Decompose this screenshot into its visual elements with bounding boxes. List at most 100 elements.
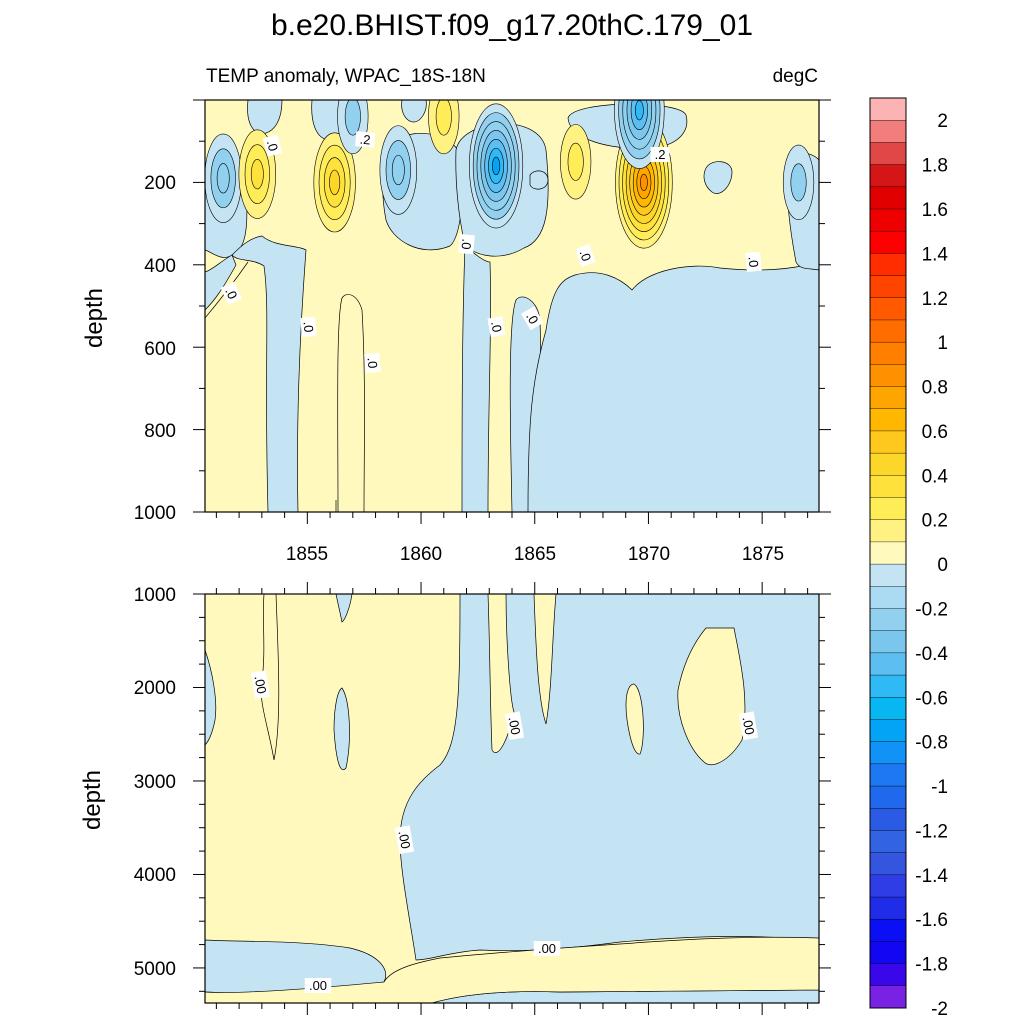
lower-ytick-4000: 4000 xyxy=(134,865,176,886)
lower-clabel-2-bg xyxy=(504,711,525,741)
lower-clabel-6-bg xyxy=(304,978,332,993)
colorbar-label: 0.2 xyxy=(922,511,948,532)
upper-clabel-4: .0 xyxy=(458,234,475,255)
lower-pos-column-a xyxy=(487,594,515,753)
upper-clabel-10: .0 xyxy=(521,306,544,331)
upper-clabel-10-bg xyxy=(521,306,544,331)
upper-ytick-600: 600 xyxy=(144,339,176,360)
colorbar-swatch xyxy=(869,519,907,543)
colorbar-label: 0.6 xyxy=(922,422,948,443)
lower-neg-strip-b xyxy=(335,594,353,623)
upper-ytick-200: 200 xyxy=(144,173,176,194)
colorbar-label: -0.8 xyxy=(915,733,948,754)
upper-clabel-7: .0 xyxy=(220,281,243,306)
lower-ytick-1000: 1000 xyxy=(134,585,176,606)
upper-clabel-2: .2 xyxy=(355,131,376,148)
colorbar-frame xyxy=(869,97,907,1009)
upper-xtick-1870: 1870 xyxy=(628,544,670,565)
upper-xtick-1865: 1865 xyxy=(514,544,556,565)
lower-clabel-2: .00 xyxy=(504,711,525,741)
colorbar-swatch xyxy=(869,186,907,210)
lower-positive-pockets xyxy=(205,594,819,1003)
colorbar-swatch xyxy=(869,386,907,410)
colorbar-swatch xyxy=(869,275,907,299)
colorbar-swatch xyxy=(869,364,907,388)
upper-clabel-7-bg xyxy=(220,281,243,306)
lower-ytick-3000: 3000 xyxy=(134,772,176,793)
upper-clabel-4-bg xyxy=(458,234,475,255)
contour-ring-3-3 xyxy=(391,154,405,186)
neg-region-small-a xyxy=(529,170,549,190)
lower-clabel-4-bg xyxy=(394,825,415,855)
lower-clabel-1-bg xyxy=(250,670,271,700)
colorbar-swatch xyxy=(869,497,907,521)
lower-neg-left-sliver xyxy=(205,649,217,746)
lower-ytick-5000: 5000 xyxy=(134,959,176,980)
colorbar-swatch xyxy=(869,541,907,565)
colorbar-swatch xyxy=(869,697,907,720)
colorbar-swatch xyxy=(869,119,907,143)
colorbar-label: 1.2 xyxy=(922,289,948,310)
upper-clabel-2-bg xyxy=(355,131,376,148)
lower-pos-lens-d xyxy=(677,627,746,766)
colorbar-label: 1 xyxy=(937,333,948,354)
colorbar-swatches xyxy=(869,97,907,1009)
lower-clabel-5: .00 xyxy=(533,941,561,956)
upper-ylabel: depth xyxy=(81,288,108,348)
colorbar-swatch xyxy=(869,896,907,920)
colorbar-label: -2 xyxy=(931,999,948,1020)
colorbar-label: 0 xyxy=(937,555,948,576)
pos-pocket-column xyxy=(337,294,365,512)
colorbar-swatch xyxy=(869,919,907,942)
lower-ytick-2000: 2000 xyxy=(134,678,176,699)
colorbar-swatch xyxy=(869,808,907,831)
lower-clabel-1: .00 xyxy=(250,670,271,700)
upper-clabel-11-bg xyxy=(364,352,381,373)
colorbar-swatch xyxy=(869,230,907,254)
colorbar-swatch xyxy=(869,852,907,876)
upper-clabel-3-text: .2 xyxy=(655,147,666,162)
neg-region-left-strip xyxy=(205,254,237,311)
lower-clabel-5-text: .00 xyxy=(538,941,556,956)
colorbar-swatch xyxy=(869,630,907,654)
upper-clabel-8-bg xyxy=(300,316,317,337)
lower-clabel-5-bg xyxy=(533,941,561,956)
upper-ytick-800: 800 xyxy=(144,421,176,442)
lower-neg-column-a xyxy=(260,594,280,761)
upper-clabel-6: .0 xyxy=(745,251,762,272)
upper-clabel-1-text: .0 xyxy=(264,138,281,152)
colorbar-label: -0.6 xyxy=(915,688,948,709)
upper-clabel-3-bg xyxy=(650,147,670,162)
colorbar-swatch xyxy=(869,452,907,476)
upper-xtick-1855: 1855 xyxy=(286,544,328,565)
contour-ring-6-6 xyxy=(634,100,644,121)
lower-clabel-6: .00 xyxy=(304,978,332,993)
upper-clabel-5-bg xyxy=(575,243,596,267)
upper-clabel-9-bg xyxy=(487,316,506,338)
neg-region-column-a xyxy=(231,235,307,512)
upper-clabel-4-text: .0 xyxy=(459,238,475,250)
colorbar-swatch xyxy=(869,97,907,121)
upper-clabel-8: .0 xyxy=(300,316,317,337)
colorbar-swatch xyxy=(869,408,907,432)
upper-clabel-6-bg xyxy=(745,251,762,272)
subtitle-right: degC xyxy=(773,66,818,87)
upper-clabel-8-text: .0 xyxy=(301,321,317,333)
colorbar-label: -0.4 xyxy=(915,644,948,665)
figure-title: b.e20.BHIST.f09_g17.20thC.179_01 xyxy=(271,9,753,42)
colorbar-swatch xyxy=(869,985,907,1009)
colorbar-swatch xyxy=(869,763,907,787)
colorbar-label: 1.6 xyxy=(922,200,948,221)
neg-region-top-small-c xyxy=(401,100,427,123)
colorbar-label: 1.8 xyxy=(922,156,948,177)
upper-clabel-1-bg xyxy=(262,134,283,157)
colorbar-swatch xyxy=(869,874,907,898)
contour-ring-4-7 xyxy=(491,156,501,176)
neg-region-column-c xyxy=(461,244,491,512)
colorbar-label: -1.4 xyxy=(915,866,948,887)
colorbar-label: 0.4 xyxy=(922,466,949,487)
contour-ring-10-2 xyxy=(790,163,807,202)
upper-positive-pockets xyxy=(337,294,365,512)
colorbar-swatch xyxy=(869,341,907,365)
